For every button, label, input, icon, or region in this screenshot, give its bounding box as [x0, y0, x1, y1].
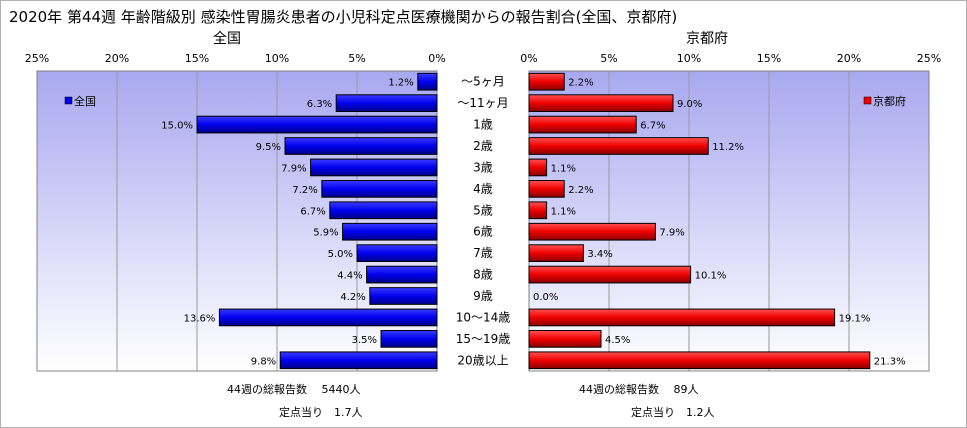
nation-data-label: 9.8%	[251, 356, 276, 367]
category-label: 7歳	[473, 246, 493, 260]
kyoto-bar	[528, 330, 602, 348]
nation-bar	[321, 180, 438, 198]
nation-tick-label: 10%	[265, 52, 289, 65]
nation-legend-swatch	[64, 96, 73, 105]
kyoto-bar	[528, 158, 548, 177]
kyoto-data-label: 21.3%	[874, 356, 906, 367]
kyoto-data-label: 9.0%	[677, 99, 702, 110]
kyoto-data-label: 10.1%	[695, 271, 727, 282]
kyoto-data-label: 1.1%	[551, 163, 576, 174]
kyoto-bar	[528, 137, 709, 155]
nation-data-label: 6.3%	[307, 99, 332, 110]
nation-total-reports: 44週の総報告数 5440人	[227, 382, 361, 396]
category-label: ～11ヶ月	[457, 96, 508, 110]
category-label: 20歳以上	[457, 353, 508, 367]
kyoto-data-label: 4.5%	[605, 335, 630, 346]
nation-tick-label: 20%	[105, 52, 129, 65]
kyoto-data-label: 3.4%	[587, 249, 612, 260]
nation-data-label: 3.5%	[352, 335, 377, 346]
nation-bar	[310, 158, 438, 177]
kyoto-data-label: 6.7%	[640, 121, 665, 132]
nation-legend-label: 全国	[74, 94, 96, 108]
nation-bar	[335, 94, 438, 112]
nation-bar	[380, 330, 438, 348]
nation-data-label: 7.9%	[281, 163, 306, 174]
nation-tick-label: 15%	[185, 52, 209, 65]
category-label: 2歳	[473, 139, 493, 153]
kyoto-bar	[528, 351, 871, 370]
kyoto-per-site: 定点当り 1.2人	[631, 405, 715, 419]
nation-tick-label: 0%	[428, 52, 445, 65]
nation-bar	[369, 287, 438, 305]
kyoto-bar	[528, 94, 674, 112]
nation-bar	[417, 72, 438, 91]
kyoto-tick-label: 0%	[520, 52, 537, 65]
category-label: 1歳	[473, 118, 493, 132]
chart-title: 2020年 第44週 年齢階級別 感染性胃腸炎患者の小児科定点医療機関からの報告…	[9, 8, 677, 26]
kyoto-data-label: 11.2%	[712, 142, 744, 153]
kyoto-data-label: 0.0%	[533, 292, 558, 303]
kyoto-bar	[528, 308, 836, 327]
kyoto-legend: 京都府	[863, 94, 906, 108]
nation-data-label: 5.0%	[328, 249, 353, 260]
nation-per-site: 定点当り 1.7人	[279, 405, 363, 419]
kyoto-data-label: 19.1%	[839, 313, 871, 324]
nation-bar	[356, 244, 438, 263]
kyoto-tick-label: 20%	[837, 52, 861, 65]
category-label: 6歳	[473, 225, 493, 239]
kyoto-bar	[528, 222, 656, 241]
category-label: 4歳	[473, 182, 493, 196]
category-label: 3歳	[473, 160, 493, 174]
kyoto-data-label: 2.2%	[568, 185, 593, 196]
kyoto-bar	[528, 201, 548, 220]
kyoto-tick-label: 10%	[677, 52, 701, 65]
nation-data-label: 6.7%	[300, 206, 325, 217]
kyoto-tick-label: 15%	[757, 52, 781, 65]
nation-bar	[279, 351, 438, 370]
nation-tick-label: 5%	[348, 52, 365, 65]
kyoto-bar	[528, 72, 565, 91]
nation-tick-label: 25%	[25, 52, 49, 65]
kyoto-tick-label: 25%	[917, 52, 941, 65]
nation-bar	[342, 222, 438, 241]
nation-data-label: 13.6%	[184, 313, 216, 324]
nation-bar	[366, 265, 438, 284]
category-label: 10～14歳	[456, 310, 511, 324]
kyoto-bar	[528, 115, 637, 134]
kyoto-subtitle: 京都府	[686, 31, 728, 47]
kyoto-bar	[528, 244, 584, 263]
kyoto-legend-label: 京都府	[873, 94, 906, 108]
nation-bar	[329, 201, 438, 220]
category-label: 9歳	[473, 289, 493, 303]
kyoto-total-reports: 44週の総報告数 89人	[579, 382, 699, 396]
nation-subtitle: 全国	[213, 30, 241, 47]
nation-data-label: 15.0%	[161, 121, 193, 132]
nation-data-label: 1.2%	[388, 78, 413, 89]
category-label: 5歳	[473, 203, 493, 217]
nation-bar	[284, 137, 438, 155]
kyoto-bar	[528, 180, 565, 198]
nation-bar	[218, 308, 438, 327]
labels-layer: 25% 20% 15% 10% 5% 0%1.2%6.3%15.0%9.5%7.9%7.2…	[25, 52, 941, 367]
nation-data-label: 9.5%	[256, 142, 281, 153]
kyoto-legend-swatch	[863, 96, 872, 105]
kyoto-bar	[528, 265, 692, 284]
kyoto-data-label: 7.9%	[659, 228, 684, 239]
kyoto-data-label: 2.2%	[568, 78, 593, 89]
category-label: 8歳	[473, 268, 493, 282]
nation-bar	[196, 115, 438, 134]
nation-legend: 全国	[64, 94, 96, 108]
category-label: 15～19歳	[456, 332, 511, 346]
category-label: ～5ヶ月	[461, 75, 505, 89]
nation-data-label: 7.2%	[292, 185, 317, 196]
bars-layer	[196, 72, 871, 370]
kyoto-data-label: 1.1%	[551, 206, 576, 217]
nation-data-label: 4.2%	[340, 292, 365, 303]
nation-data-label: 5.9%	[313, 228, 338, 239]
kyoto-tick-label: 5%	[600, 52, 617, 65]
nation-data-label: 4.4%	[337, 271, 362, 282]
